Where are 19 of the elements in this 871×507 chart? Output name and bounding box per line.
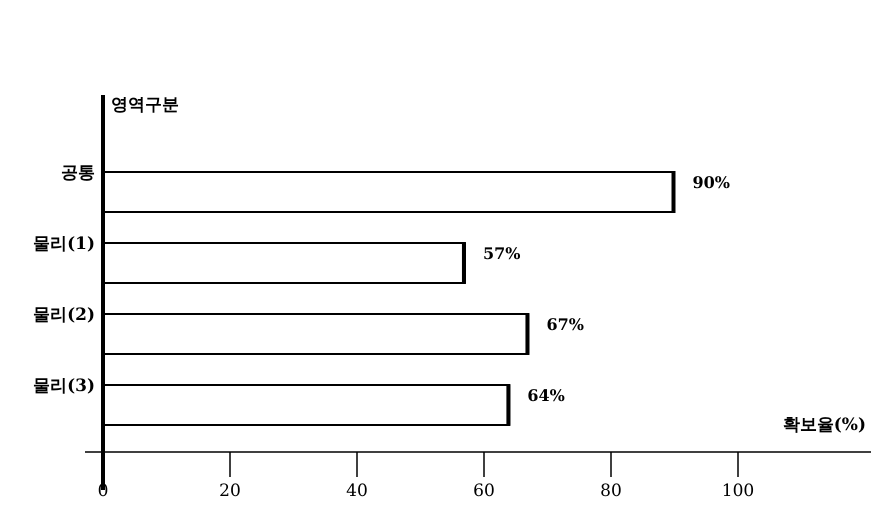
x-tick-label: 80 bbox=[600, 481, 622, 501]
x-tick-label: 60 bbox=[473, 481, 495, 501]
bar: 90% bbox=[102, 171, 730, 213]
data-label: 67% bbox=[546, 315, 584, 334]
x-tick-label: 40 bbox=[346, 481, 368, 501]
bar: 64% bbox=[102, 384, 565, 426]
y-tick-label: 물리(1) bbox=[33, 234, 95, 254]
y-tick-label: 물리(3) bbox=[33, 376, 95, 396]
data-label: 90% bbox=[692, 173, 730, 192]
x-axis-title: 확보율(%) bbox=[782, 415, 866, 435]
y-tick-label: 물리(2) bbox=[33, 305, 95, 325]
data-label: 57% bbox=[482, 244, 520, 263]
bar: 57% bbox=[102, 242, 520, 284]
y-tick-label: 공통 bbox=[61, 163, 95, 183]
y-axis-title: 영역구분 bbox=[111, 95, 179, 115]
bar: 67% bbox=[102, 313, 584, 355]
x-tick-label: 20 bbox=[219, 481, 241, 501]
data-label: 64% bbox=[527, 386, 565, 405]
x-tick-label: 100 bbox=[722, 481, 754, 501]
